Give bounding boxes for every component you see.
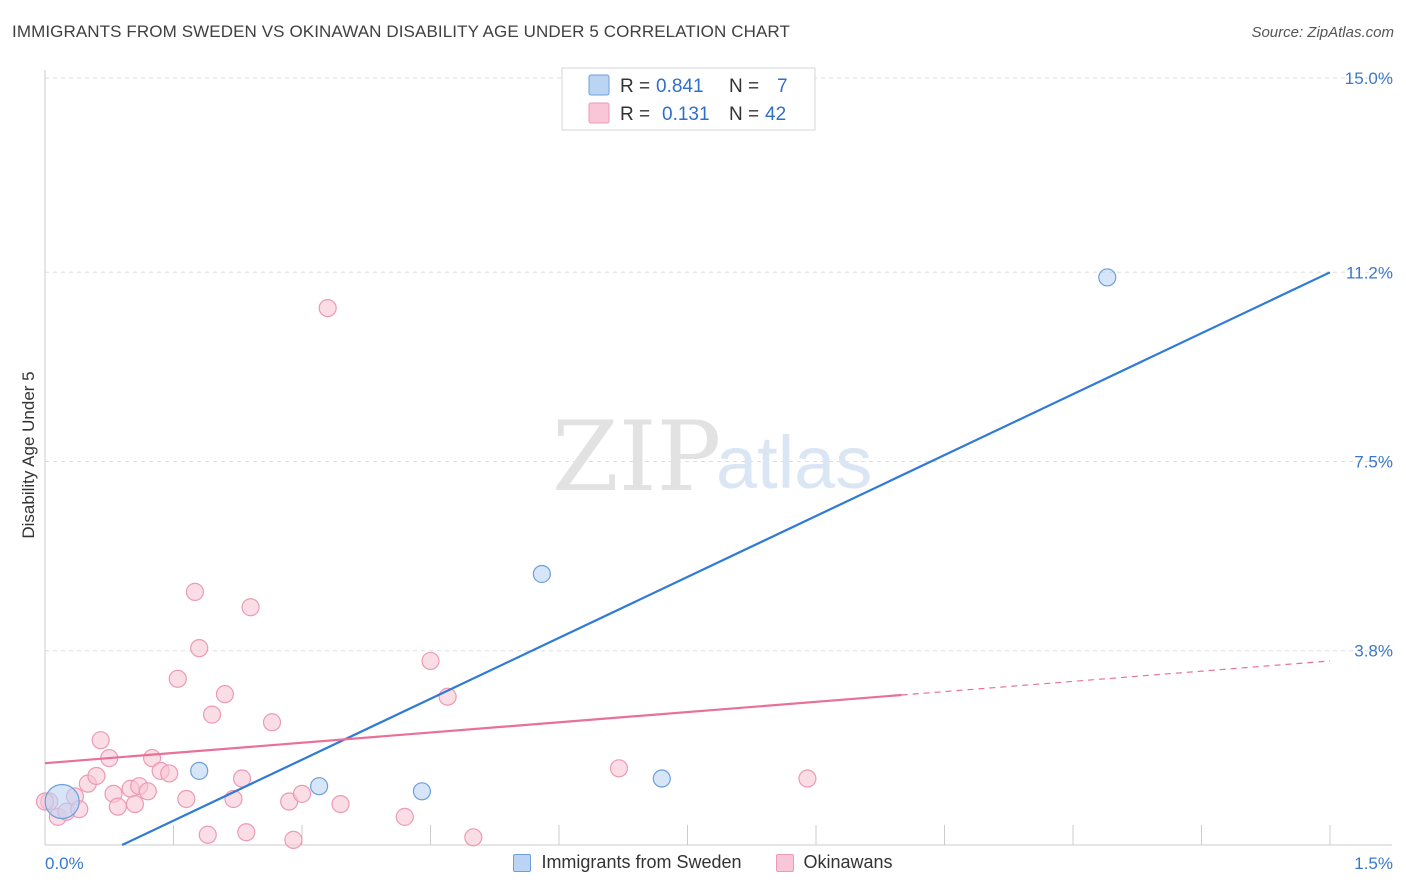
okinawans-point-10 (108, 797, 127, 816)
okinawans-point-14 (138, 782, 157, 801)
legend-swatch-sweden (588, 74, 610, 96)
okinawans-point-29 (262, 713, 282, 732)
y-tick-label-2: 11.2% (1346, 263, 1393, 282)
legend-n-value-sweden: 7 (777, 76, 788, 97)
okinawans-point-34 (331, 794, 350, 814)
okinawans-point-31 (284, 830, 303, 849)
x-tick-labels: 0.0% 1.5% (45, 854, 1393, 873)
data-points (35, 268, 1117, 849)
legend-item-okinawans: Okinawans (775, 852, 893, 873)
swatch-sweden (513, 853, 532, 872)
legend-r-label-sweden: R = (620, 76, 650, 97)
y-tick-labels: 3.8% 7.5% 11.2% 15.0% (1345, 69, 1393, 661)
okinawans-point-40 (798, 769, 817, 788)
okinawans-point-19 (177, 789, 196, 809)
okinawans-point-24 (215, 685, 234, 704)
legend-r-value-sweden: 0.841 (656, 76, 704, 97)
watermark: ZIP atlas (552, 401, 872, 513)
series-legend: Immigrants from Sweden Okinawans (0, 852, 1406, 873)
sweden-trend-line (121, 271, 1331, 846)
legend-swatch-okinawans (588, 102, 610, 124)
sweden-point-4 (532, 564, 551, 584)
watermark-zip: ZIP (552, 401, 721, 513)
trend-lines (44, 271, 1331, 846)
okinawans-point-23 (202, 705, 222, 724)
okinawans-point-28 (241, 598, 260, 617)
y-axis-label: Disability Age Under 5 (19, 371, 38, 538)
okinawans-trend-line-extension (901, 660, 1331, 696)
okinawans-point-22 (198, 825, 217, 844)
legend-r-label-okinawans: R = (620, 104, 650, 125)
legend-n-value-okinawans: 42 (765, 104, 786, 125)
correlation-legend: R = 0.841 N = 7 R = 0.131 N = 42 (561, 67, 816, 131)
legend-n-label-okinawans: N = (729, 104, 759, 125)
okinawans-point-21 (190, 639, 209, 658)
okinawans-point-32 (292, 784, 312, 803)
okinawans-point-27 (237, 823, 256, 842)
sweden-point-2 (310, 777, 329, 796)
okinawans-trend-line (44, 693, 902, 765)
y-tick-label-0: 3.8% (1354, 642, 1393, 661)
grid-lines (45, 77, 1392, 652)
okinawans-point-36 (421, 651, 440, 671)
x-tick-label-1: 1.5% (1354, 854, 1393, 873)
legend-item-sweden: Immigrants from Sweden (513, 852, 742, 873)
legend-n-label-sweden: N = (729, 76, 759, 97)
legend-label-okinawans: Okinawans (803, 852, 893, 872)
okinawans-point-35 (395, 807, 414, 826)
sweden-point-5 (652, 769, 671, 788)
okinawans-point-33 (318, 299, 337, 318)
swatch-okinawans (775, 853, 794, 872)
okinawans-point-12 (125, 794, 145, 814)
okinawans-point-38 (464, 828, 483, 847)
sweden-point-0 (44, 783, 80, 820)
okinawans-point-7 (91, 731, 110, 750)
legend-label-sweden: Immigrants from Sweden (541, 852, 742, 872)
x-tick-label-0: 0.0% (45, 854, 84, 873)
okinawans-point-39 (609, 759, 629, 778)
watermark-atlas: atlas (716, 421, 872, 504)
okinawans-point-20 (185, 582, 205, 601)
source-credit: Source: ZipAtlas.com (1251, 24, 1394, 41)
y-tick-label-3: 15.0% (1345, 69, 1393, 88)
okinawans-point-6 (87, 766, 106, 786)
y-tick-label-1: 7.5% (1354, 453, 1393, 472)
sweden-point-1 (190, 761, 209, 780)
legend-r-value-okinawans: 0.131 (662, 104, 710, 125)
chart-title: IMMIGRANTS FROM SWEDEN VS OKINAWAN DISAB… (12, 22, 790, 41)
okinawans-point-18 (168, 669, 187, 688)
sweden-point-3 (412, 782, 432, 801)
okinawans-point-17 (160, 764, 179, 783)
sweden-point-6 (1098, 268, 1117, 287)
